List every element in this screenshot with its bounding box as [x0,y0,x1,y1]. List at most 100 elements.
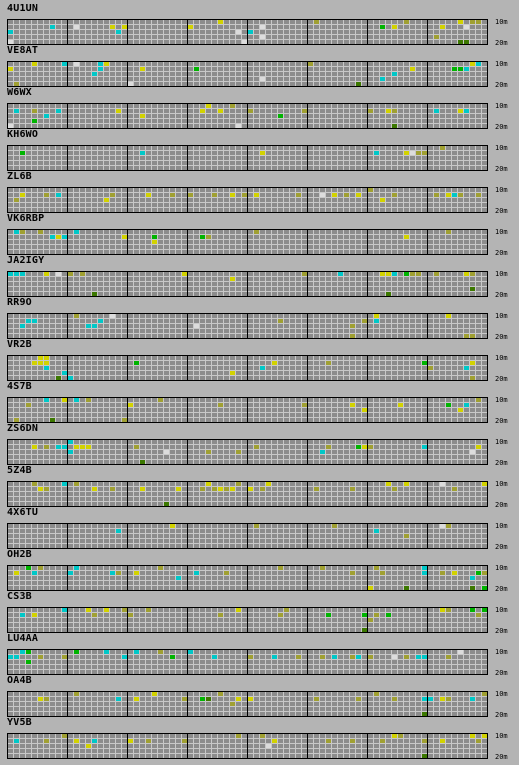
grid-column-line [253,523,254,549]
grid-column-line [463,649,464,675]
grid-column-line [217,733,218,759]
grid-column-line [253,439,254,465]
activity-cell-green [362,613,367,617]
grid-column-line [115,103,116,129]
activity-cell-cyan [86,324,91,328]
grid-column-line [229,523,230,549]
activity-cell-yellow [140,67,145,71]
activity-cell-olive [146,739,151,743]
grid-column-line [37,145,38,171]
grid-column-line [223,19,224,45]
grid-column-line [61,229,62,255]
grid-border [7,439,488,465]
grid-column-line [475,523,476,549]
activity-cell-cyan [14,109,19,113]
section-divider [247,313,248,339]
grid-column-line [265,103,266,129]
grid-column-line [205,61,206,87]
grid-column-line [211,271,212,297]
activity-cell-yellow [272,361,277,365]
section-divider [427,481,428,507]
band-label-top: 10m [495,606,508,614]
grid-column-line [379,397,380,423]
grid-column-line [259,481,260,507]
section-divider [367,61,368,87]
activity-cell-cyan [14,230,19,234]
activity-cell-yellow [218,109,223,113]
grid-column-line [349,691,350,717]
activity-cell-yellow [470,734,475,738]
grid-column-line [289,481,290,507]
activity-cell-olive [14,418,19,422]
band-label-bottom: 20m [495,417,508,425]
section-divider [307,523,308,549]
section-divider [247,397,248,423]
grid-column-line [301,733,302,759]
grid-column-line [223,607,224,633]
grid-column-line [439,397,440,423]
activity-cell-white [236,124,241,128]
activity-cell-white [110,314,115,318]
grid-column-line [241,355,242,381]
grid-column-line [319,481,320,507]
grid-border [7,523,488,549]
grid-column-line [373,271,374,297]
section-divider [127,187,128,213]
grid-column-line [79,523,80,549]
grid-column-line [73,355,74,381]
grid-column-line [373,19,374,45]
activity-cell-olive [362,319,367,323]
grid-column-line [139,523,140,549]
grid-column-line [295,397,296,423]
section-divider [67,565,68,591]
grid-column-line [331,229,332,255]
activity-cell-olive [374,692,379,696]
grid-column-line [115,565,116,591]
grid-column-line [463,61,464,87]
grid-column-line [469,103,470,129]
grid-column-line [355,733,356,759]
grid-column-line [403,733,404,759]
grid-column-line [325,649,326,675]
station-panel: RR9O 10m 20m [0,297,519,341]
activity-cell-olive [218,692,223,696]
grid-column-line [121,313,122,339]
section-divider [307,229,308,255]
grid-column-line [415,649,416,675]
activity-cell-olive [236,450,241,454]
grid-column-line [397,607,398,633]
grid-column-line [109,145,110,171]
grid-column-line [145,313,146,339]
grid-column-line [415,691,416,717]
activity-cell-yellow [230,277,235,281]
section-divider [127,481,128,507]
grid-column-line [439,565,440,591]
grid-column-line [175,397,176,423]
grid-column-line [157,649,158,675]
grid-column-line [115,691,116,717]
grid-column-line [451,691,452,717]
grid-column-line [163,271,164,297]
grid-column-line [457,271,458,297]
grid-border [7,355,488,381]
grid-column-line [355,523,356,549]
activity-cell-cyan [470,576,475,580]
grid-column-line [97,103,98,129]
station-callsign: ZL6B [7,171,32,182]
grid-column-line [85,397,86,423]
grid-column-line [241,145,242,171]
grid-column-line [13,355,14,381]
band-label-bottom: 20m [495,501,508,509]
grid-column-line [451,187,452,213]
grid-column-line [121,733,122,759]
grid-column-line [31,565,32,591]
grid-column-line [415,313,416,339]
grid-column-line [445,481,446,507]
grid-column-line [253,145,254,171]
grid-column-line [151,523,152,549]
section-divider [67,691,68,717]
grid-column-line [373,649,374,675]
grid-column-line [193,145,194,171]
grid-column-line [439,691,440,717]
grid-column-line [85,565,86,591]
